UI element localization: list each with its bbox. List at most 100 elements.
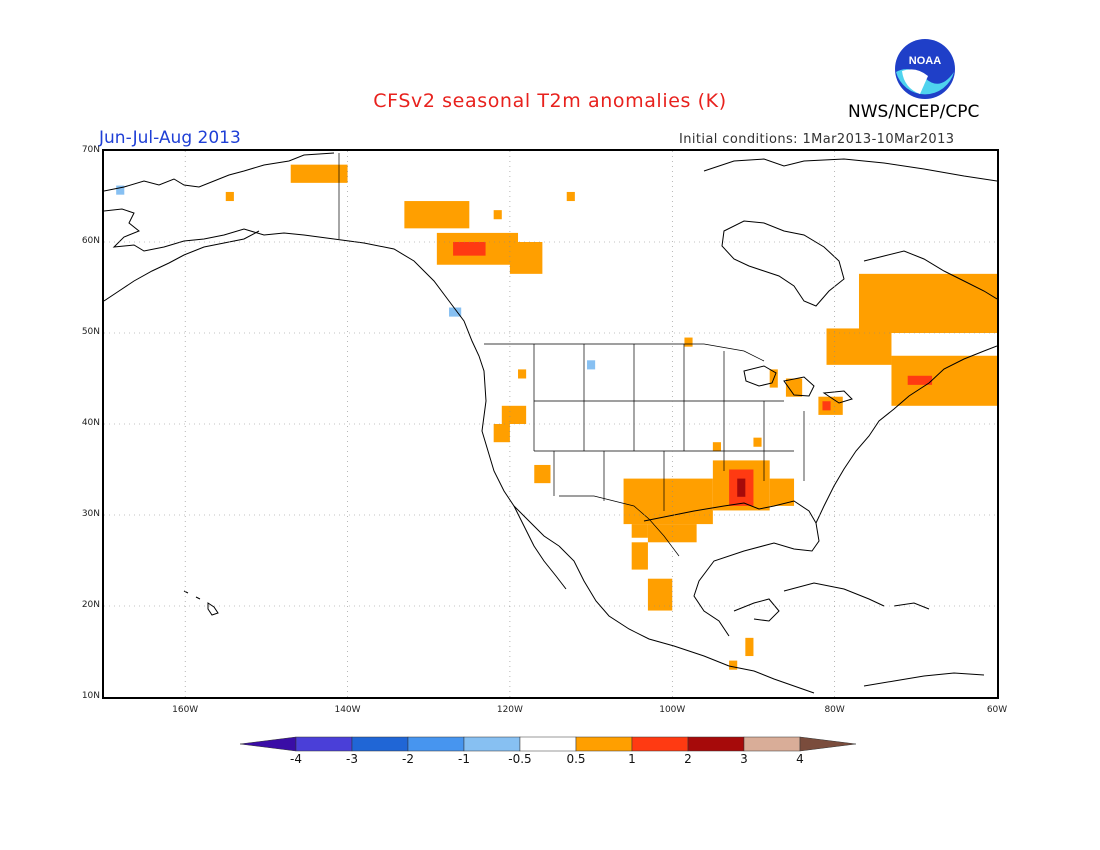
initial-conditions-label: Initial conditions: 1Mar2013-10Mar2013	[679, 132, 955, 147]
anomaly-patch	[587, 360, 596, 370]
hudson-bay	[721, 220, 845, 307]
anomaly-patch	[822, 401, 831, 411]
anomaly-patch	[858, 273, 997, 333]
anomaly-patch	[623, 478, 713, 525]
agency-label: NWS/NCEP/CPC	[848, 102, 980, 122]
alaska-coastline	[104, 152, 335, 192]
anomaly-patch	[566, 191, 575, 202]
colorbar-cell-low	[240, 736, 297, 752]
map-title: CFSv2 seasonal T2m anomalies (K)	[373, 90, 727, 112]
cuba	[783, 582, 885, 607]
latitude-label: 10N	[81, 691, 100, 701]
colorbar-cell	[295, 736, 353, 752]
state-lines	[533, 344, 805, 511]
caribbean-coast-sa	[863, 672, 985, 687]
anomaly-patch	[290, 164, 348, 183]
colorbar-label: 3	[740, 752, 748, 766]
anomaly-patch	[501, 405, 527, 424]
colorbar-label: -4	[290, 752, 302, 766]
anomaly-patch	[684, 337, 693, 347]
colorbar-label: -3	[346, 752, 358, 766]
us-east-coast	[815, 345, 997, 524]
season-label: Jun-Jul-Aug 2013	[99, 128, 241, 148]
great-lakes	[743, 365, 853, 404]
political-borders	[338, 153, 805, 557]
longitude-label: 160W	[172, 705, 199, 715]
anomaly-patch	[116, 185, 125, 195]
colorbar	[240, 736, 857, 752]
alaska-peninsula	[104, 230, 260, 302]
canadian-arctic-islands	[703, 158, 997, 182]
anomaly-patch	[534, 464, 551, 484]
anomaly-patch	[453, 242, 486, 256]
anomaly-patch	[737, 478, 746, 497]
anomaly-patch	[769, 478, 795, 506]
anomaly-patch	[745, 637, 754, 657]
labrador-coast	[863, 250, 997, 300]
anomaly-patch	[509, 242, 543, 274]
noaa-logo: NOAA	[895, 39, 955, 99]
colorbar-label: 1	[628, 752, 636, 766]
anomaly-patch	[631, 524, 648, 538]
anomaly-patch	[449, 307, 462, 317]
longitude-label: 140W	[334, 705, 361, 715]
map-canvas	[104, 151, 997, 697]
latitude-label: 20N	[81, 600, 100, 610]
mexico-pacific-coast	[558, 545, 730, 667]
anomaly-patch	[826, 328, 892, 365]
anomaly-patch	[404, 201, 470, 229]
anomaly-patch	[712, 442, 721, 452]
anomaly-patch	[753, 437, 762, 447]
colorbar-label: 2	[684, 752, 692, 766]
anomaly-patch	[647, 524, 697, 543]
latitude-label: 70N	[81, 145, 100, 155]
anomaly-patch	[647, 578, 673, 611]
latitude-label: 40N	[81, 418, 100, 428]
anomaly-patch	[631, 542, 648, 570]
colorbar-label: -2	[402, 752, 414, 766]
us-canada-border	[484, 343, 765, 362]
lat-lon-grid	[104, 151, 997, 697]
colorbar-label: -0.5	[508, 752, 532, 766]
colorbar-cell	[407, 736, 465, 752]
colorbar-cell	[631, 736, 689, 752]
colorbar-cell-high	[799, 736, 857, 752]
colorbar-cell	[575, 736, 633, 752]
central-america-coast	[728, 665, 815, 694]
hispaniola	[893, 602, 930, 610]
colorbar-label: -1	[458, 752, 470, 766]
anomaly-patch	[225, 191, 234, 202]
colorbar-cell	[687, 736, 745, 752]
anomaly-patch	[891, 355, 997, 406]
longitude-label: 60W	[986, 705, 1008, 715]
colorbar-cell	[743, 736, 801, 752]
latitude-label: 30N	[81, 509, 100, 519]
anomaly-patch	[493, 424, 510, 443]
latitude-label: 50N	[81, 327, 100, 337]
longitude-label: 80W	[824, 705, 845, 715]
longitude-label: 120W	[496, 705, 523, 715]
colorbar-cell	[519, 736, 577, 752]
colorbar-cell	[351, 736, 409, 752]
anomaly-patch	[785, 378, 803, 397]
anomaly-layer	[116, 164, 997, 670]
alaska-west-coast	[104, 208, 335, 252]
gulf-of-mexico-coast	[643, 500, 820, 637]
us-mexico-border	[559, 495, 680, 557]
longitude-label: 100W	[659, 705, 686, 715]
map-panel	[102, 149, 999, 699]
anomaly-patch	[729, 660, 738, 670]
colorbar-cell	[463, 736, 521, 752]
latitude-label: 60N	[81, 236, 100, 246]
colorbar-label: 4	[796, 752, 804, 766]
colorbar-cells	[240, 736, 857, 752]
hawaii-islands	[183, 590, 219, 616]
anomaly-patch	[907, 375, 933, 385]
baja-california	[513, 505, 567, 590]
colorbar-label: 0.5	[566, 752, 586, 766]
anomaly-patch	[518, 369, 527, 379]
noaa-logo-text: NOAA	[909, 55, 941, 67]
pacific-northwest-coast	[333, 238, 560, 547]
yucatan-coast	[733, 598, 780, 622]
anomaly-patch	[493, 210, 502, 220]
